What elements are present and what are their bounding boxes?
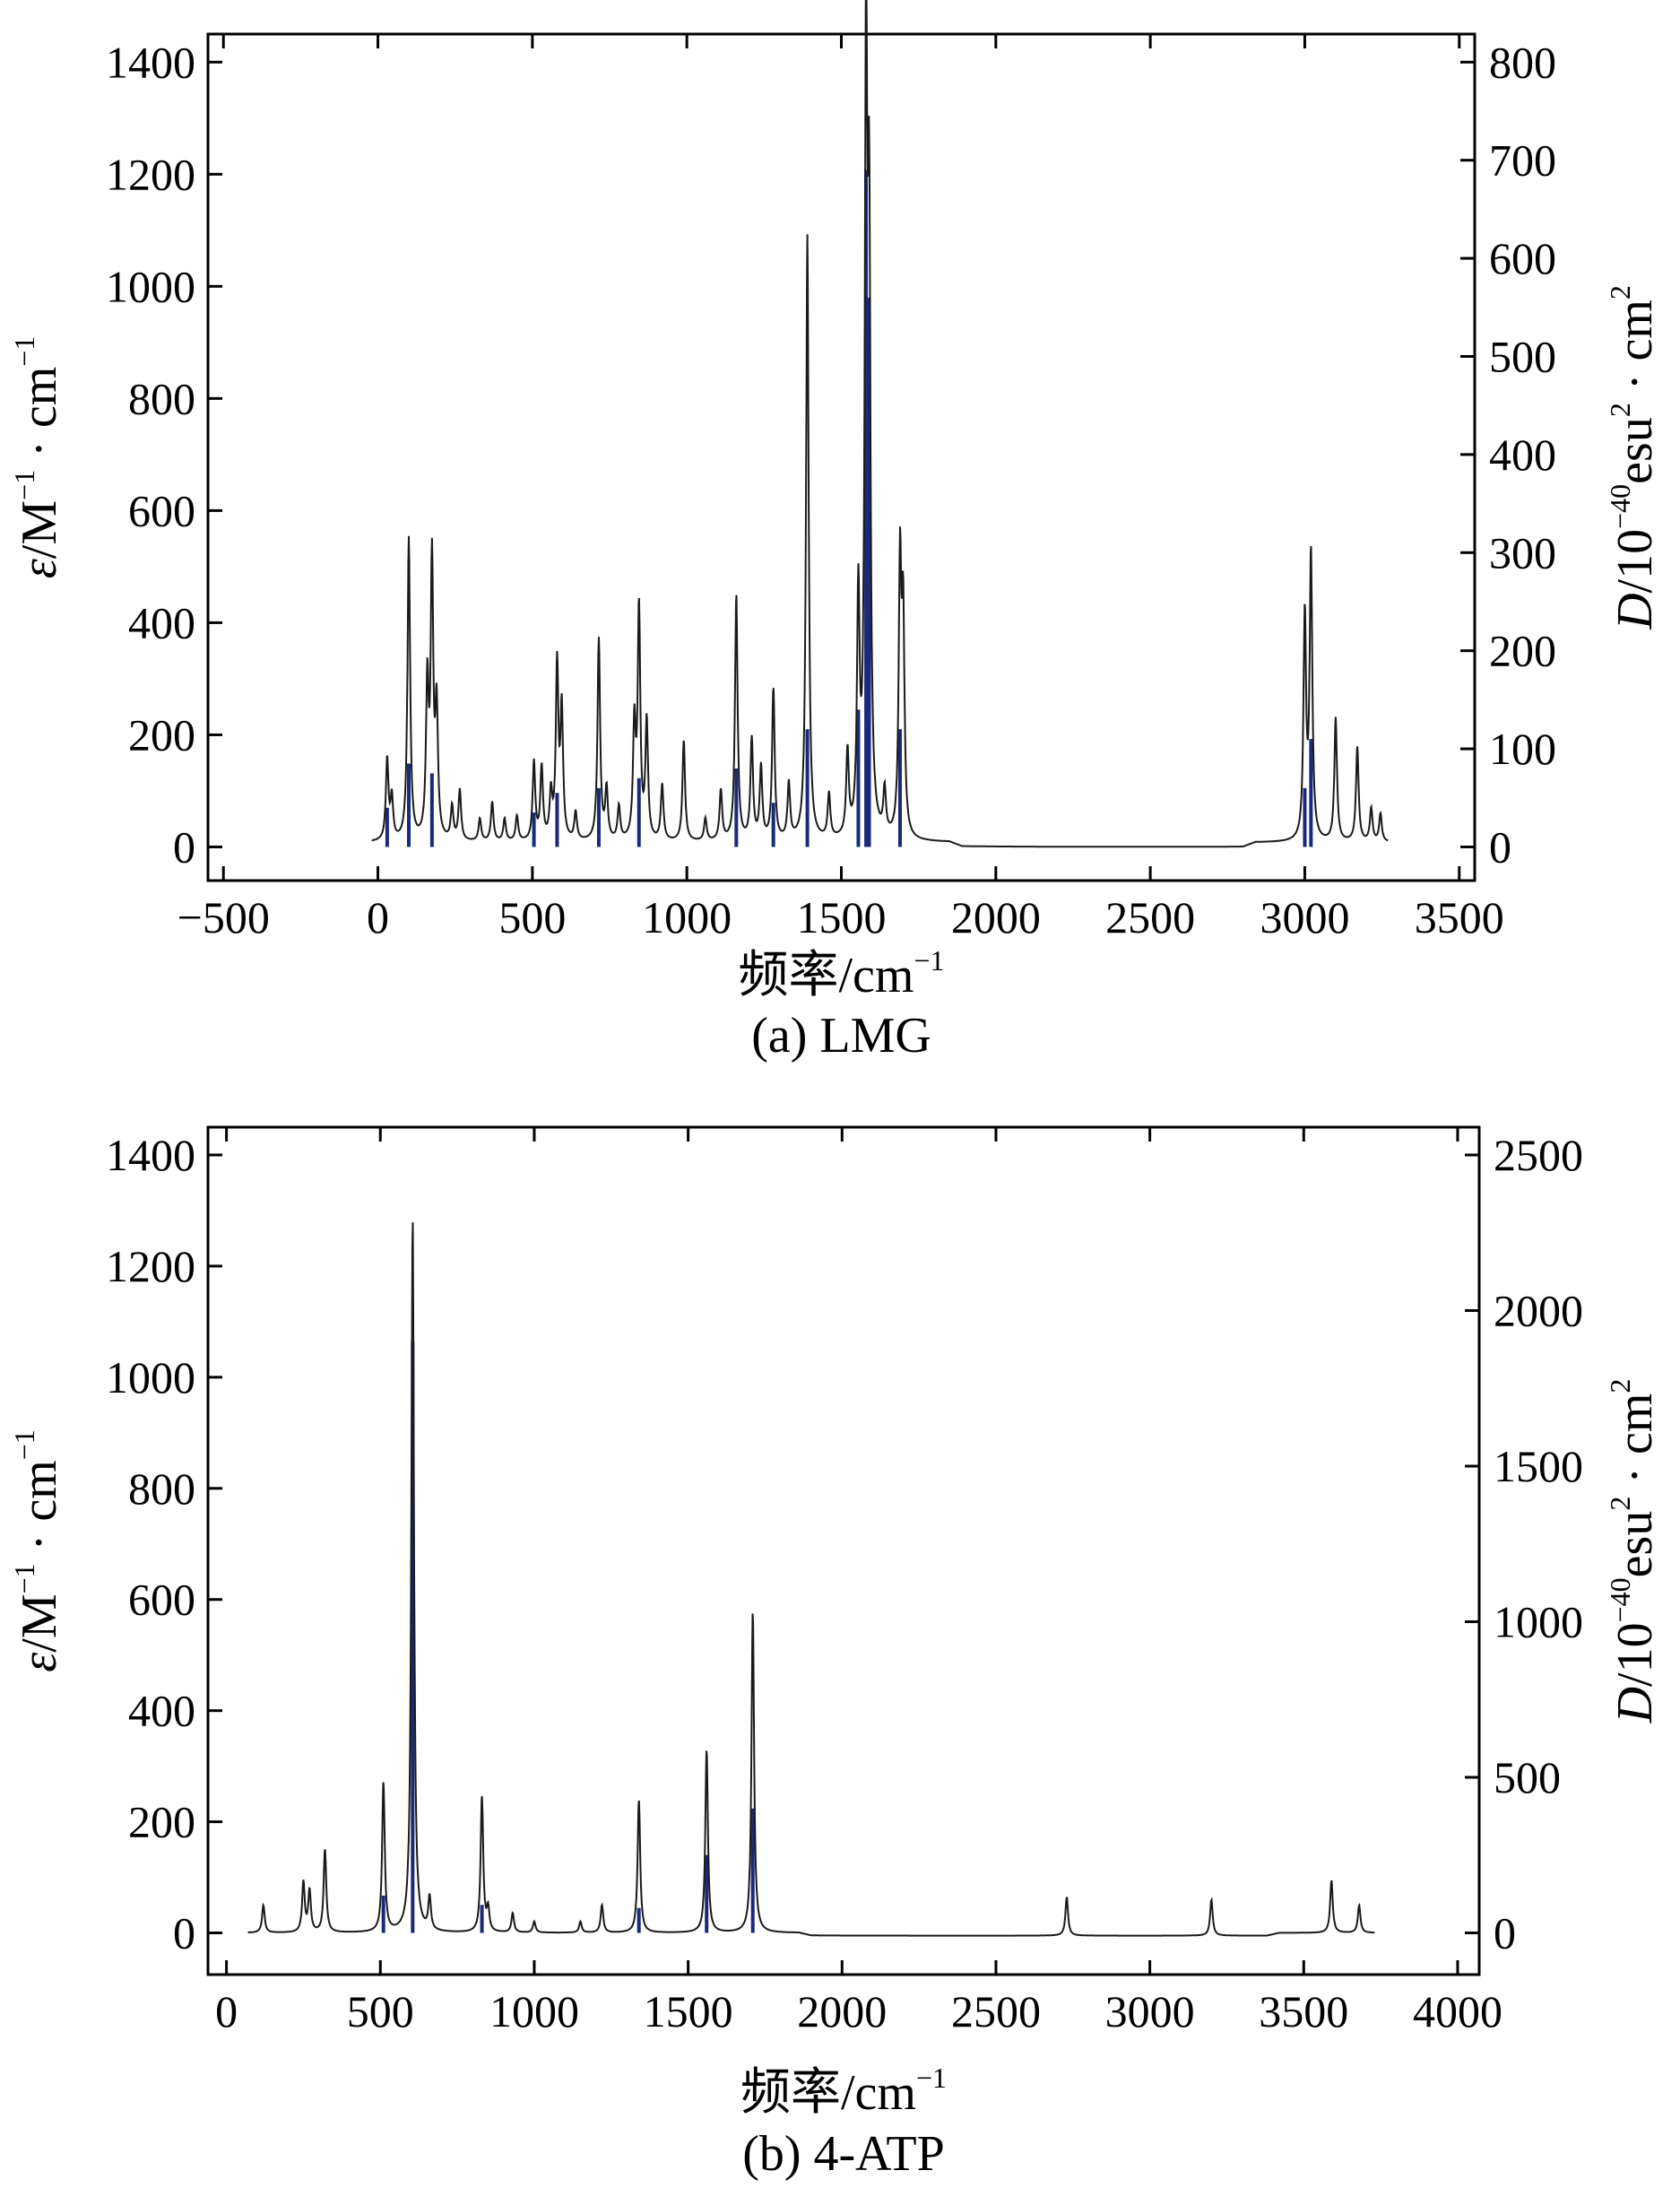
y-right-tick-label: 500 (1489, 331, 1556, 381)
y-left-tick-label: 800 (128, 1463, 195, 1514)
x-tick-label: −500 (178, 892, 270, 942)
y-right-tick-label: 0 (1494, 1908, 1516, 1958)
x-tick-label: 3500 (1259, 1986, 1348, 2036)
x-tick-label: 2500 (951, 1986, 1041, 2036)
y-right-tick-label: 700 (1489, 135, 1556, 186)
x-tick-label: 0 (367, 892, 389, 942)
chart-panel-4atp: 0 500 1000 1500 2000 2500 3000 3500 4000 0 200 400 6… (8, 1125, 1663, 2182)
y-left-tick-label: 400 (128, 1686, 195, 1736)
x-tick-label: 2500 (1105, 892, 1195, 942)
y-left-tick-label: 1200 (106, 149, 195, 199)
x-tick-label: 2000 (951, 892, 1041, 942)
chart-panel-lmg: −500 0 500 1000 1500 2000 2500 3000 350002004006… (8, 0, 1663, 1064)
chart-caption: (a) LMG (751, 1008, 931, 1064)
x-tick-label: 1500 (797, 892, 887, 942)
y-left-tick-label: 600 (128, 1575, 195, 1625)
y-left-tick-label: 0 (173, 1908, 195, 1958)
y-right-tick-label: 300 (1489, 527, 1556, 577)
x-tick-label: 500 (347, 1986, 414, 2036)
y-right-tick-label: 1000 (1494, 1597, 1583, 1647)
x-tick-label: 3500 (1415, 892, 1504, 942)
y-right-tick-label: 600 (1489, 233, 1556, 283)
y-right-tick-label: 2500 (1494, 1130, 1583, 1180)
y-left-tick-label: 1000 (106, 1352, 195, 1402)
x-tick-label: 3000 (1105, 1986, 1195, 2036)
y-left-tick-label: 600 (128, 485, 195, 535)
plot-frame (206, 32, 1476, 882)
y-right-axis-label: D/10−40esu2 · cm2 (1604, 285, 1663, 630)
y-right-tick-label: 2000 (1494, 1285, 1583, 1335)
y-right-tick-label: 500 (1494, 1752, 1561, 1802)
y-right-axis-label: D/10−40esu2 · cm2 (1604, 1379, 1663, 1724)
epsilon-spectrum-line (371, 0, 1389, 848)
y-right-tick-label: 800 (1489, 37, 1556, 87)
plot-frame (206, 1125, 1481, 1976)
y-left-tick-label: 200 (128, 709, 195, 760)
x-axis-label: 频率/cm−1 (738, 944, 944, 1003)
epsilon-spectrum-line (247, 1222, 1375, 1937)
y-left-axis-label: ε/M−1 · cm−1 (8, 336, 67, 579)
x-tick-label: 500 (498, 892, 566, 942)
y-left-tick-label: 0 (173, 821, 195, 872)
x-axis-label: 频率/cm−1 (740, 2062, 947, 2121)
chart-caption: (b) 4-ATP (742, 2126, 945, 2182)
y-left-tick-label: 200 (128, 1797, 195, 1847)
x-tick-label: 0 (215, 1986, 238, 2036)
y-left-axis-label: ε/M−1 · cm−1 (8, 1429, 67, 1672)
y-left-tick-label: 400 (128, 597, 195, 647)
y-left-tick-label: 800 (128, 373, 195, 423)
y-left-tick-label: 1200 (106, 1241, 195, 1291)
y-left-tick-label: 1400 (106, 37, 195, 87)
y-left-tick-label: 1000 (106, 261, 195, 311)
x-tick-label: 2000 (797, 1986, 887, 2036)
x-tick-label: 1000 (642, 892, 732, 942)
y-right-tick-label: 200 (1489, 626, 1556, 676)
y-left-tick-label: 1400 (106, 1130, 195, 1180)
y-right-tick-label: 1500 (1494, 1441, 1583, 1491)
y-right-tick-label: 400 (1489, 430, 1556, 480)
x-tick-label: 1000 (489, 1986, 579, 2036)
x-tick-label: 3000 (1260, 892, 1349, 942)
x-tick-label: 1500 (644, 1986, 733, 2036)
x-tick-label: 4000 (1413, 1986, 1502, 2036)
y-right-tick-label: 100 (1489, 724, 1556, 774)
y-right-tick-label: 0 (1489, 821, 1511, 872)
